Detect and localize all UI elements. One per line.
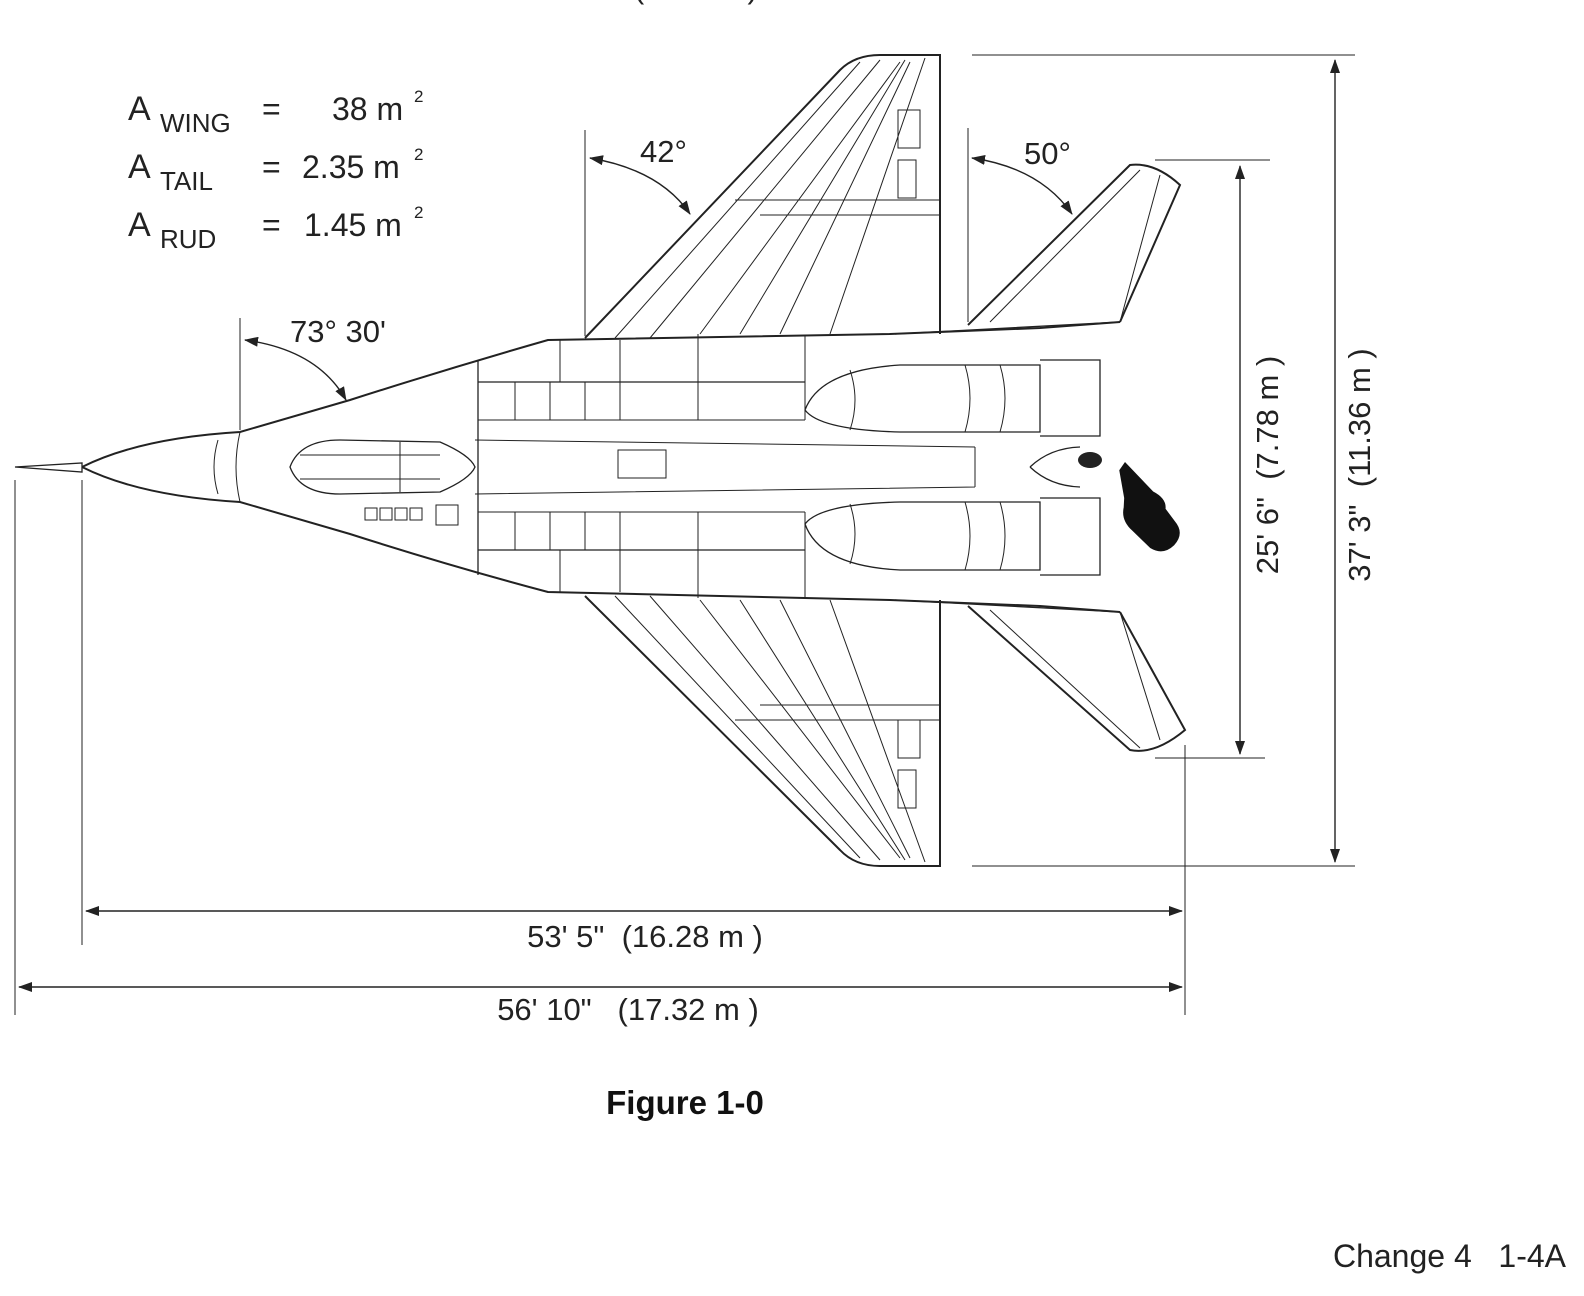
area-tail-symbol: A xyxy=(128,148,151,186)
area-rudder-exponent: 2 xyxy=(414,203,423,222)
horizontal-tail-upper xyxy=(967,163,1182,326)
top-dimension-label: 15' 4.5" (3.75 m ) xyxy=(522,0,758,5)
wing-lower xyxy=(584,595,941,867)
aircraft-planform xyxy=(14,54,1187,867)
area-rudder-subscript: RUD xyxy=(160,224,216,254)
area-wing-subscript: WING xyxy=(160,108,231,138)
engine-nacelle-lower xyxy=(804,501,1041,571)
lerx-sweep-angle: 73° 30' xyxy=(290,314,386,349)
pointing-hand-icon xyxy=(1119,462,1180,552)
fuselage-outline-upper xyxy=(81,321,1121,468)
wing-upper xyxy=(584,54,941,339)
area-row-tail: A TAIL = 2.35 m 2 xyxy=(128,145,423,196)
figure-caption: Figure 1-0 xyxy=(606,1084,764,1121)
area-tail-value: 2.35 m xyxy=(302,149,400,185)
wing-span-label: 37' 3" (11.36 m ) xyxy=(1342,348,1377,581)
area-table: A WING = 38 m 2 A TAIL = 2.35 m 2 A RUD … xyxy=(128,87,423,254)
wing-sweep-angle: 42° xyxy=(640,134,687,169)
overall-length-label: 56' 10" (17.32 m ) xyxy=(497,992,759,1027)
extension-lines xyxy=(14,54,1355,1015)
area-rudder-value: 1.45 m xyxy=(304,207,402,243)
area-row-rudder: A RUD = 1.45 m 2 xyxy=(128,203,423,254)
area-rudder-equals: = xyxy=(262,207,281,243)
fuselage-outline-lower xyxy=(81,466,1121,613)
tail-span-label: 25' 6" (7.78 m ) xyxy=(1250,356,1285,575)
area-tail-exponent: 2 xyxy=(414,145,423,164)
engine-nacelle-upper xyxy=(804,364,1041,433)
dimension-lines xyxy=(18,59,1340,992)
page-footer: Change 4 1-4A xyxy=(1332,1238,1566,1274)
area-wing-equals: = xyxy=(262,91,281,127)
tail-sweep-angle: 50° xyxy=(1024,136,1071,171)
area-row-wing: A WING = 38 m 2 xyxy=(128,87,423,138)
area-tail-equals: = xyxy=(262,149,281,185)
area-tail-subscript: TAIL xyxy=(160,166,213,196)
area-wing-value: 38 m xyxy=(332,91,403,127)
canopy xyxy=(289,439,476,495)
area-wing-exponent: 2 xyxy=(414,87,423,106)
pitot-probe xyxy=(14,462,83,473)
area-wing-symbol: A xyxy=(128,90,151,128)
fuselage-length-label: 53' 5" (16.28 m ) xyxy=(527,919,763,954)
angle-arcs xyxy=(244,154,1073,401)
horizontal-tail-lower xyxy=(967,605,1187,752)
area-rudder-symbol: A xyxy=(128,206,151,244)
